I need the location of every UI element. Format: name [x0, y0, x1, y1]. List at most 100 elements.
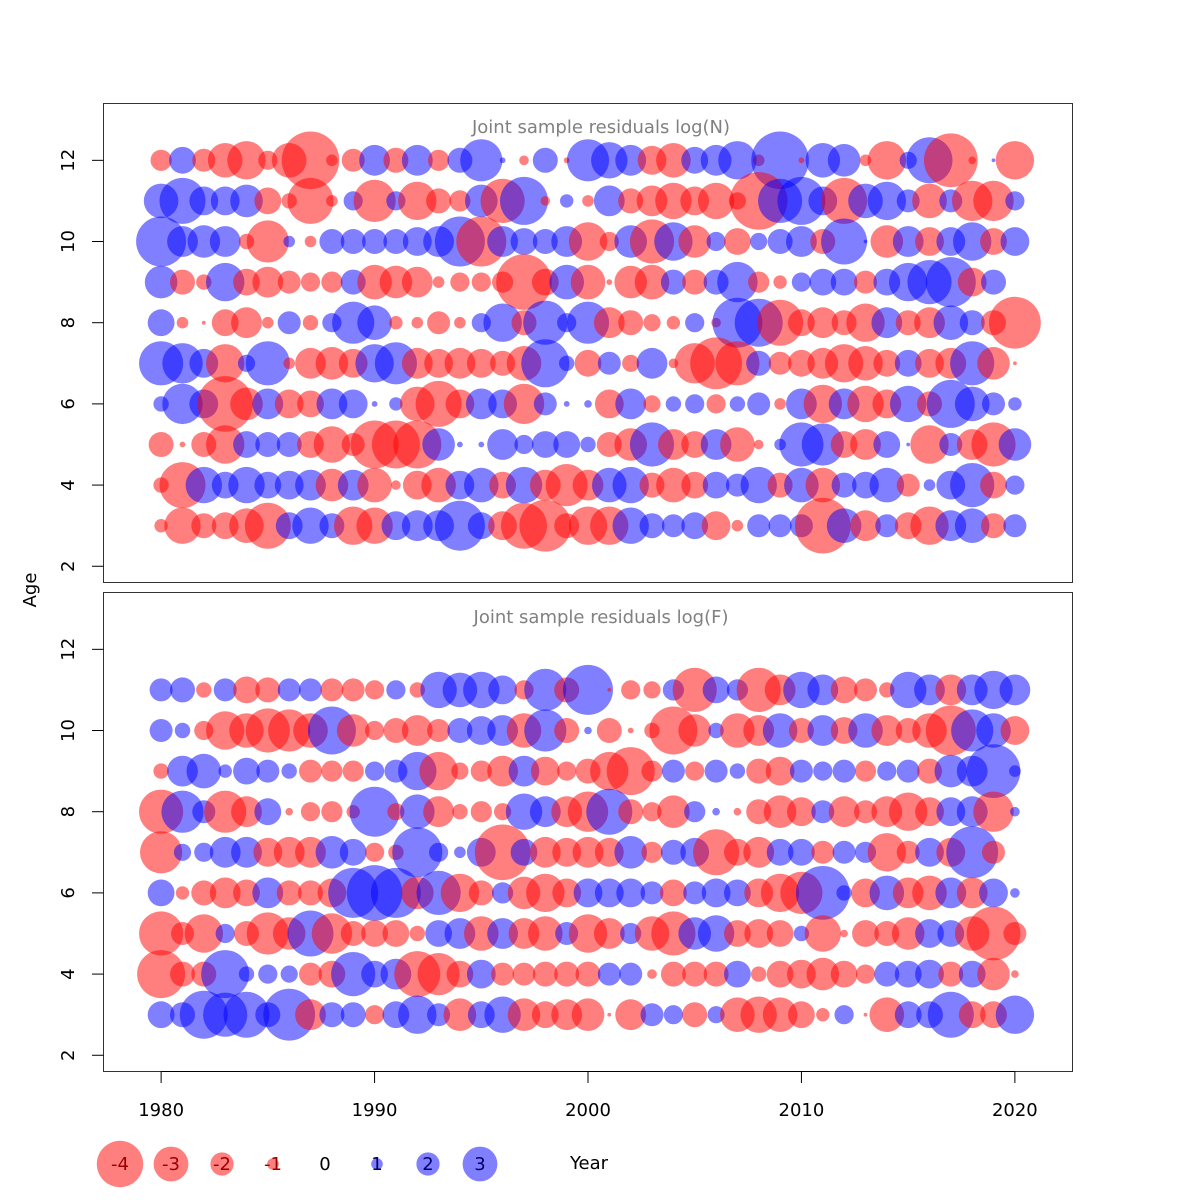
residual-bubble: [614, 836, 647, 869]
residual-bubble: [935, 877, 967, 909]
y-tick-label: 2: [58, 1050, 79, 1061]
residual-bubble: [682, 269, 708, 295]
residual-bubble: [147, 1001, 175, 1029]
residual-bubble: [788, 1001, 815, 1029]
residual-bubble: [255, 432, 281, 457]
residual-bubble: [966, 744, 1021, 798]
residual-bubble: [557, 761, 577, 781]
y-axis-title: Age: [20, 573, 41, 608]
residual-bubble: [552, 837, 582, 867]
residual-bubble: [280, 965, 298, 983]
residual-bubble: [299, 759, 322, 783]
residual-bubble: [466, 348, 496, 378]
residual-bubble: [231, 307, 262, 339]
residual-bubble: [338, 389, 368, 419]
panel-log-f: Joint sample residuals log(F) 2 4 6 8 10 12: [58, 592, 1073, 1072]
x-tick-label: 2010: [779, 1100, 825, 1121]
residual-bubble: [663, 1005, 684, 1025]
residual-bubble: [148, 432, 174, 457]
residual-bubble: [788, 718, 814, 743]
residual-bubble: [273, 836, 305, 868]
residual-bubble: [915, 348, 944, 378]
residual-bubble: [357, 305, 392, 341]
panel-title: Joint sample residuals log(F): [473, 607, 729, 628]
residual-bubble: [573, 878, 603, 908]
residual-bubble: [848, 346, 883, 381]
residual-bubble: [895, 310, 921, 336]
residual-bubble: [524, 668, 567, 712]
residual-bubble: [425, 920, 452, 947]
residual-bubble: [657, 795, 690, 828]
residual-bubble: [321, 801, 343, 823]
residual-bubble: [176, 316, 189, 329]
residual-bubble: [283, 235, 296, 248]
residual-bubble: [276, 880, 302, 906]
residual-bubble: [209, 836, 241, 868]
residual-bubble: [215, 923, 235, 944]
residual-bubble: [451, 762, 469, 780]
residual-bubble: [427, 1003, 451, 1027]
residual-bubble: [914, 674, 945, 706]
residual-bubble: [936, 797, 966, 827]
residual-bubble: [175, 886, 190, 900]
residual-bubble: [254, 798, 282, 826]
residual-bubble: [238, 966, 255, 982]
residual-bubble: [427, 311, 451, 335]
residual-bubble: [777, 176, 826, 225]
residual-bubble: [559, 355, 575, 371]
residual-bubble: [521, 339, 570, 388]
residual-bubble: [487, 918, 518, 949]
legend-label: 3: [474, 1154, 485, 1175]
residual-bubble: [401, 266, 433, 298]
residual-bubble: [950, 463, 995, 508]
residual-bubble: [582, 195, 594, 207]
residual-bubble: [892, 226, 924, 257]
residual-bubble: [191, 513, 217, 539]
residual-bubble: [896, 840, 920, 864]
residual-bubble: [419, 751, 458, 791]
residual-bubble: [340, 1002, 366, 1028]
residual-bubble: [615, 144, 647, 176]
legend-bubble: [267, 1158, 279, 1170]
residual-bubble: [636, 347, 668, 379]
residual-bubble: [281, 763, 297, 779]
residual-bubble: [211, 309, 239, 337]
residual-bubble: [666, 316, 681, 330]
residual-bubble: [233, 268, 260, 296]
residual-bubble: [300, 802, 321, 822]
residual-bubble: [724, 960, 751, 988]
residual-bubble: [661, 759, 685, 783]
residual-bubble: [252, 388, 284, 420]
residual-bubble: [336, 714, 370, 747]
y-tick-label: 2: [58, 561, 79, 572]
residual-bubble: [855, 964, 876, 984]
residual-bubble: [621, 680, 641, 700]
residual-bubble: [1010, 806, 1020, 817]
residual-bubble: [233, 676, 260, 704]
residual-bubble: [357, 467, 392, 503]
residual-bubble: [685, 394, 705, 414]
residual-bubble: [218, 764, 232, 778]
residual-bubble: [682, 1002, 708, 1028]
residual-bubble: [704, 759, 728, 783]
residual-bubble: [560, 194, 574, 208]
residual-bubble: [706, 394, 726, 414]
residual-bubble: [401, 510, 433, 542]
residual-bubble: [530, 756, 560, 786]
residual-bubble: [423, 796, 454, 828]
residual-bubble: [989, 296, 1041, 349]
residual-bubble: [821, 218, 868, 265]
residual-bubble: [411, 316, 424, 329]
residual-bubble: [685, 313, 705, 333]
residual-bubble: [233, 757, 260, 785]
residual-bubble: [597, 351, 621, 375]
residual-bubble: [830, 268, 858, 296]
panel-log-n: Joint sample residuals log(N) 2 4 6 8 10 12: [58, 103, 1073, 583]
residual-bubble: [443, 998, 477, 1031]
residual-bubble: [867, 141, 906, 180]
residual-bubble: [618, 188, 644, 214]
residual-bubble: [593, 307, 625, 339]
residual-bubble: [854, 760, 877, 782]
residual-bubble: [954, 508, 990, 543]
